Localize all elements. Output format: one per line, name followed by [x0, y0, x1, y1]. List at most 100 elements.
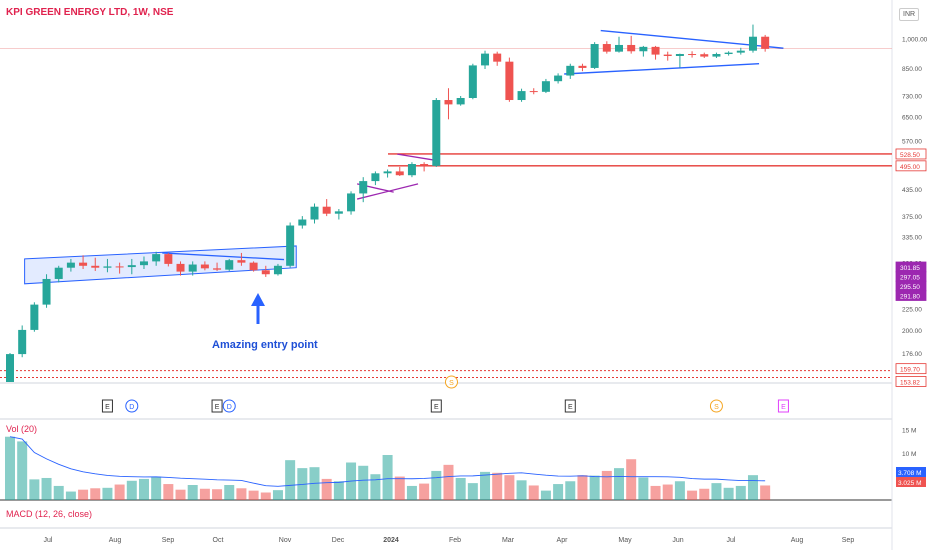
- price-label-box: [895, 290, 927, 301]
- price-label-box: [895, 148, 927, 160]
- split-marker: [444, 375, 458, 389]
- candle-body: [468, 65, 477, 98]
- price-label: 295.50: [900, 284, 920, 291]
- volume-bar: [711, 483, 722, 500]
- price-label: 297.05: [900, 275, 920, 282]
- candle-body: [359, 181, 368, 194]
- volume-bar: [747, 475, 758, 500]
- candle-body: [237, 260, 246, 263]
- event-label: S: [714, 404, 719, 411]
- volume-bar: [760, 485, 771, 500]
- volume-bar: [723, 487, 734, 500]
- event-label: E: [215, 404, 220, 411]
- candle-body: [578, 65, 587, 68]
- candle-body: [724, 52, 733, 55]
- macd-title: MACD (12, 26, close): [6, 509, 93, 519]
- price-label-box: [895, 160, 927, 172]
- event-label: E: [568, 404, 573, 411]
- trend-line: [162, 252, 285, 261]
- volume-pane: 15 M 10 M 3.708 M 3.025 M: [5, 428, 926, 500]
- price-label: 495.00: [900, 164, 920, 171]
- volume-label-box: [896, 467, 926, 477]
- candle-body: [286, 225, 295, 266]
- volume-bar: [601, 470, 612, 500]
- drawing-overlays: [0, 29, 892, 378]
- volume-bar: [17, 441, 28, 500]
- time-tick: Jun: [672, 537, 683, 544]
- chart-title: KPI GREEN ENERGY LTD, 1W, NSE: [6, 7, 174, 18]
- candle-body: [334, 211, 343, 214]
- candle-body: [225, 260, 234, 270]
- candle-body: [456, 97, 465, 105]
- price-tick: 176.00: [902, 351, 922, 358]
- event-label: E: [105, 404, 110, 411]
- candle-body: [115, 266, 124, 268]
- time-axis: Jul Aug Sep Oct Nov Dec 2024 Feb Mar Apr May Jun Jul…: [44, 537, 855, 544]
- volume-bar: [735, 485, 746, 500]
- volume-bar: [175, 489, 186, 500]
- candle-body: [54, 267, 63, 279]
- volume-tick: 10 M: [902, 451, 916, 458]
- volume-bar: [589, 475, 600, 500]
- candle-body: [310, 206, 319, 220]
- volume-bar: [90, 488, 101, 500]
- volume-bar: [272, 490, 283, 500]
- candle-body: [91, 265, 100, 268]
- volume-bar: [333, 481, 344, 500]
- candle-body: [103, 266, 112, 268]
- candle-body: [213, 268, 222, 270]
- candle-body: [273, 265, 282, 275]
- candle-body: [761, 36, 770, 49]
- time-tick: 2024: [383, 537, 399, 544]
- volume-bar: [455, 477, 466, 500]
- candle-body: [127, 265, 136, 268]
- time-tick: Feb: [449, 537, 461, 544]
- candle-body: [152, 254, 161, 262]
- volume-bar: [638, 477, 649, 500]
- candle-body: [407, 164, 416, 176]
- events-row: E D E D E E S ES: [101, 375, 789, 413]
- time-tick: Apr: [557, 537, 569, 544]
- time-tick: Sep: [842, 537, 855, 544]
- candle-body: [541, 81, 550, 92]
- candle-body: [200, 264, 209, 269]
- volume-bar: [528, 485, 539, 500]
- candle-body: [176, 263, 185, 272]
- volume-label: 3.025 M: [898, 480, 922, 487]
- price-tick: 375.00: [902, 214, 922, 221]
- candle-body: [517, 91, 526, 101]
- candle-body: [712, 54, 721, 57]
- volume-title: Vol (20): [6, 424, 38, 434]
- candle-body: [675, 54, 684, 56]
- price-tick: 850.00: [902, 66, 922, 73]
- candle-body: [395, 171, 404, 176]
- flag-line: [397, 153, 437, 162]
- candle-body: [736, 50, 745, 53]
- volume-bar: [480, 471, 491, 500]
- event-label: E: [781, 404, 786, 411]
- volume-bar: [199, 488, 210, 500]
- price-tick: 335.00: [902, 235, 922, 242]
- time-tick: Aug: [791, 537, 804, 544]
- volume-bar: [102, 487, 113, 500]
- entry-arrow-head: [251, 293, 265, 306]
- volume-bar: [406, 485, 417, 500]
- candle-body: [615, 44, 623, 52]
- candle-body: [18, 329, 27, 355]
- candle-body: [590, 44, 599, 68]
- candle-body: [261, 270, 270, 275]
- candle-body: [602, 44, 611, 52]
- volume-bar: [260, 492, 271, 500]
- volume-label: 3.708 M: [898, 470, 922, 477]
- price-tick: 730.00: [902, 93, 922, 100]
- volume-bar: [662, 484, 673, 500]
- price-tick: 225.00: [902, 307, 922, 314]
- candle-body: [322, 206, 331, 214]
- volume-bar: [138, 478, 149, 500]
- currency-badge[interactable]: INR: [899, 8, 920, 21]
- time-tick: Mar: [502, 537, 515, 544]
- candle-body: [139, 261, 148, 266]
- price-label: 301.85: [900, 265, 920, 272]
- candle-body: [663, 54, 672, 56]
